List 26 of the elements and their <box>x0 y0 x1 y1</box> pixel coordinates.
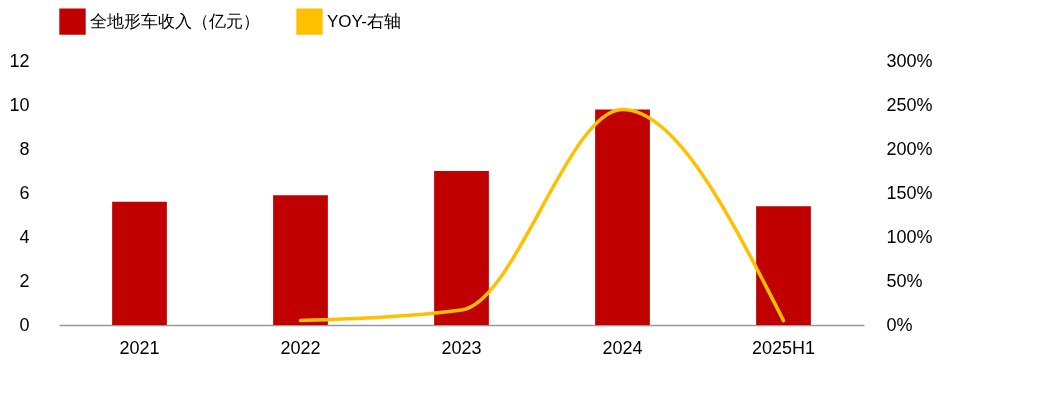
legend-label: 全地形车收入（亿元） <box>90 11 260 31</box>
y2-tick-label: 250% <box>886 94 933 115</box>
y2-tick-label: 100% <box>886 226 933 247</box>
y-tick-label: 0 <box>19 314 30 335</box>
y-tick-label: 2 <box>19 270 30 291</box>
x-tick-label: 2021 <box>119 337 160 358</box>
x-tick-label: 2024 <box>602 337 643 358</box>
bar <box>434 171 489 325</box>
y-tick-label: 10 <box>9 94 30 115</box>
y2-tick-label: 300% <box>886 50 933 71</box>
y-tick-label: 8 <box>19 138 30 159</box>
x-tick-label: 2022 <box>280 337 321 358</box>
y-tick-label: 12 <box>9 50 30 71</box>
legend-label: YOY-右轴 <box>327 11 402 31</box>
bar <box>756 206 811 325</box>
x-tick-label: 2023 <box>441 337 482 358</box>
x-tick-label: 2025H1 <box>751 337 816 358</box>
y2-tick-label: 200% <box>886 138 933 159</box>
y2-tick-label: 50% <box>886 270 923 291</box>
y-tick-label: 4 <box>19 226 30 247</box>
y2-tick-label: 0% <box>886 314 913 335</box>
bar <box>273 195 328 325</box>
bar <box>595 109 650 325</box>
y2-tick-label: 150% <box>886 182 933 203</box>
bar <box>112 201 167 325</box>
y-tick-label: 6 <box>19 182 30 203</box>
